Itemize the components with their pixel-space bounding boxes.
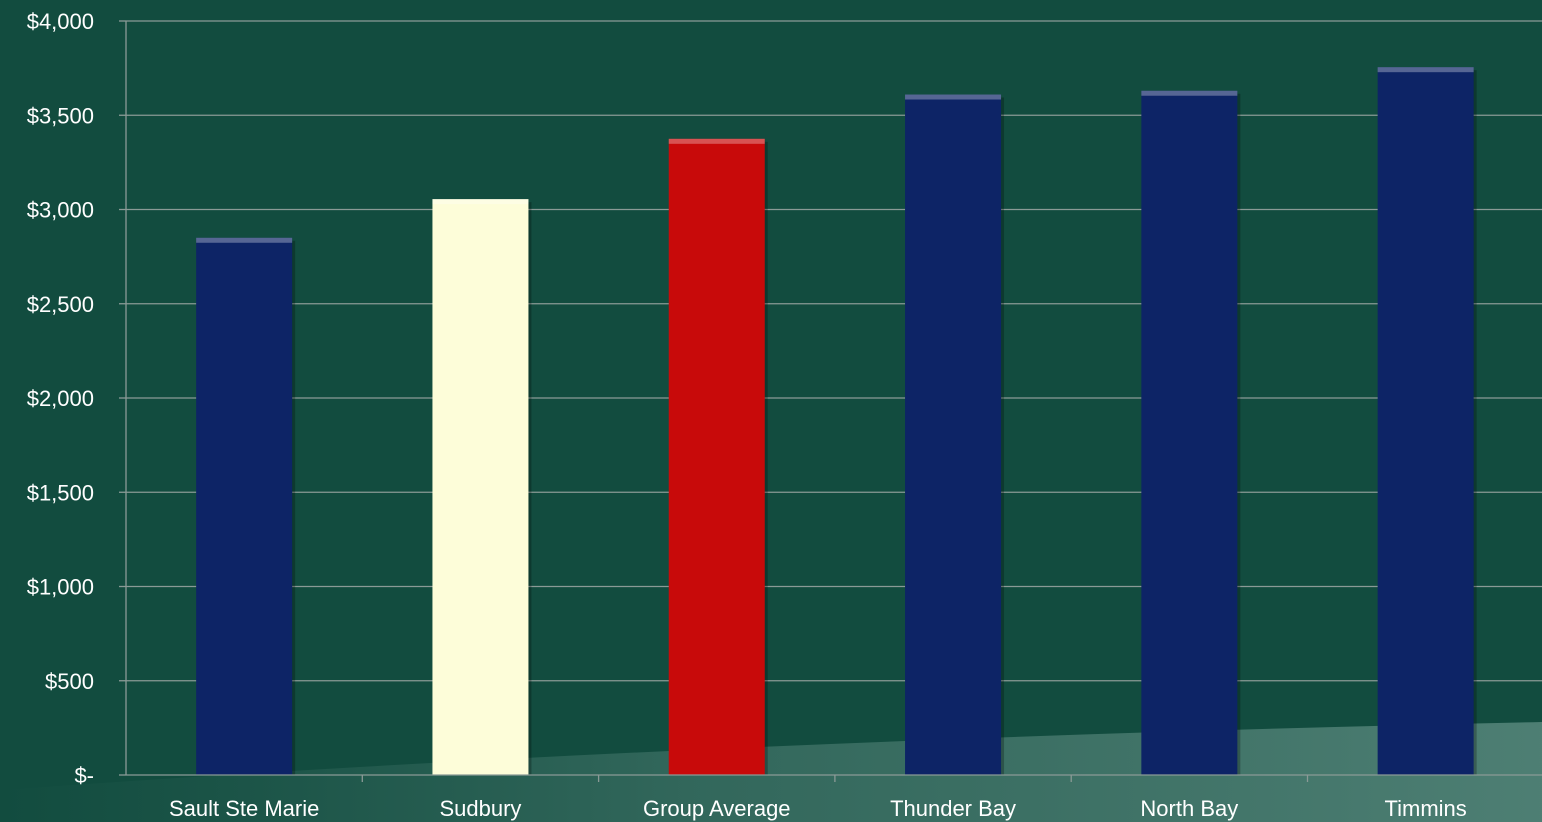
y-tick-label: $1,000 (27, 575, 94, 600)
gridlines (126, 20, 1542, 682)
bar (668, 138, 765, 775)
x-tick-label: Timmins (1385, 796, 1467, 821)
bar-highlight (1141, 90, 1238, 96)
x-tick-label: Group Average (643, 796, 791, 821)
y-tick-label: $2,000 (27, 386, 94, 411)
bar (432, 199, 529, 775)
bar-highlight (432, 199, 529, 205)
bar-highlight (905, 94, 1002, 100)
y-tick-label: $3,500 (27, 103, 94, 128)
bars (196, 67, 1477, 776)
y-tick-label: $1,500 (27, 480, 94, 505)
x-tick-label: North Bay (1140, 796, 1238, 821)
x-tick-label: Sudbury (439, 796, 521, 821)
x-tick-label: Sault Ste Marie (169, 796, 319, 821)
y-axis-labels: $- $500 $1,000 $1,500 $2,000 $2,500 $3,000 $3,5… (27, 9, 94, 788)
y-tick-label: $2,500 (27, 292, 94, 317)
y-tick-label: $4,000 (27, 9, 94, 34)
bar (196, 237, 293, 775)
bar (1141, 90, 1238, 776)
axes (119, 20, 1542, 782)
bar (1377, 67, 1474, 776)
x-tick-label: Thunder Bay (890, 796, 1016, 821)
y-tick-label: $3,000 (27, 198, 94, 223)
bar-highlight (1377, 67, 1474, 73)
bar-highlight (196, 237, 293, 243)
y-tick-label: $- (74, 763, 94, 788)
bar (905, 94, 1002, 775)
bar-highlight (668, 138, 765, 144)
y-tick-label: $500 (45, 669, 94, 694)
x-axis-labels: Sault Ste Marie Sudbury Group Average Thund… (169, 796, 1467, 821)
